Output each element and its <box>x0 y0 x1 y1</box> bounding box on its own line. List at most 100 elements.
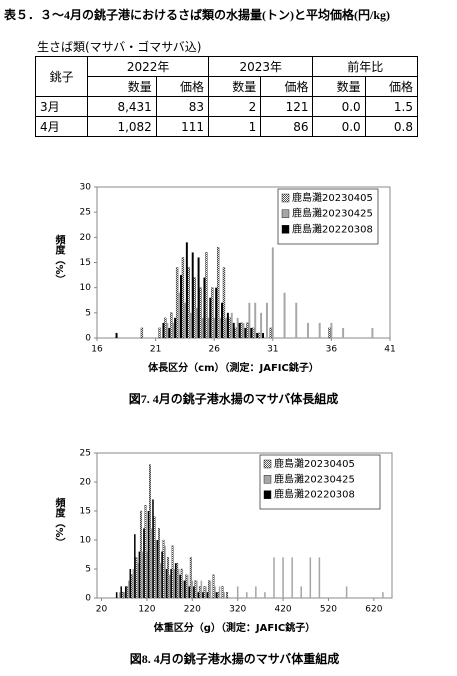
th: 前年比 <box>312 56 418 77</box>
bar <box>236 586 239 598</box>
y-tick-label: 0 <box>85 594 91 604</box>
bar <box>256 332 259 338</box>
legend-label: 鹿島灘20230425 <box>292 207 373 220</box>
bar <box>173 569 175 598</box>
bar <box>226 592 229 599</box>
bar <box>218 586 221 598</box>
bar <box>283 292 286 338</box>
x-tick-label: 620 <box>365 605 382 615</box>
bar <box>209 580 212 598</box>
bar <box>300 586 302 598</box>
bar <box>194 580 197 599</box>
bar <box>174 563 177 598</box>
bar <box>342 327 345 338</box>
bar <box>217 592 219 599</box>
bar <box>246 592 248 598</box>
bar <box>156 540 159 598</box>
bar <box>168 574 171 598</box>
bar <box>188 586 191 598</box>
bar <box>309 557 312 598</box>
bar <box>118 592 121 598</box>
table: 銚子 2022年 2023年 前年比 数量 価格 数量 価格 数量 価格 3月 8,431 8… <box>34 56 419 137</box>
bar <box>242 322 245 338</box>
legend-label: 鹿島灘20230425 <box>274 472 355 485</box>
x-tick-label: 31 <box>267 345 278 355</box>
y-tick-label: 10 <box>80 536 92 546</box>
bar <box>174 317 177 338</box>
bar <box>143 528 145 598</box>
bar <box>172 322 175 338</box>
legend-swatch <box>263 459 272 469</box>
cell: 0.0 <box>312 96 366 117</box>
bar <box>158 327 161 339</box>
y-tick-label: 30 <box>80 183 92 193</box>
bar <box>162 539 165 599</box>
bar <box>165 569 168 598</box>
bar <box>153 516 156 599</box>
bar <box>193 277 196 339</box>
bar <box>185 574 188 599</box>
x-tick-label: 120 <box>138 605 155 615</box>
bar <box>141 551 144 598</box>
bar <box>197 257 200 338</box>
bar <box>291 557 293 598</box>
y-tick-label: 25 <box>80 449 91 459</box>
bar <box>213 317 216 338</box>
bar <box>345 586 348 598</box>
bar <box>191 580 194 598</box>
bar <box>223 592 225 598</box>
bar <box>206 592 209 598</box>
bar <box>124 586 127 598</box>
bar <box>382 592 384 598</box>
bar <box>162 322 165 338</box>
bar <box>257 332 261 339</box>
bar <box>121 592 124 599</box>
bar <box>208 580 210 599</box>
bar <box>201 317 204 338</box>
bar <box>149 464 151 599</box>
legend-box <box>259 454 381 510</box>
bar <box>224 317 227 338</box>
x-tick-label: 520 <box>320 605 337 615</box>
bar <box>129 569 132 598</box>
y-tick-label: 25 <box>80 208 91 218</box>
bar <box>159 563 162 598</box>
bar <box>128 580 130 598</box>
legend-swatch <box>263 490 272 499</box>
bar <box>177 569 180 598</box>
x-tick-label: 420 <box>274 605 291 615</box>
cell: 111 <box>155 116 210 137</box>
bar <box>211 287 214 339</box>
bar <box>130 574 133 599</box>
bar <box>318 322 321 338</box>
bar <box>140 327 144 339</box>
legend-swatch <box>281 193 290 203</box>
bar <box>295 302 298 338</box>
legend-label: 鹿島灘20220308 <box>292 222 373 235</box>
y-tick-label: 20 <box>80 478 92 488</box>
bar <box>176 563 179 599</box>
bar <box>132 569 135 598</box>
bar <box>240 322 243 339</box>
bar <box>126 586 129 599</box>
y-tick-label: 5 <box>85 565 91 575</box>
bar <box>120 586 122 598</box>
bar <box>158 528 160 599</box>
bar <box>221 586 224 599</box>
bar <box>252 327 255 339</box>
bar <box>207 317 210 338</box>
figure-caption: 図8. 4月の銚子港水揚のマサバ体重組成 <box>130 651 340 666</box>
bar <box>182 580 184 598</box>
bar <box>232 322 235 338</box>
x-tick-label: 26 <box>208 345 220 355</box>
cell: 8,431 <box>87 96 157 117</box>
bar <box>170 569 172 598</box>
bar <box>134 534 136 598</box>
bar <box>265 302 268 338</box>
cell: 4月 <box>34 116 89 137</box>
y-tick-label: 10 <box>80 283 92 293</box>
bar <box>193 586 195 598</box>
bar <box>260 312 263 338</box>
bar <box>244 327 247 338</box>
bar <box>203 277 206 338</box>
